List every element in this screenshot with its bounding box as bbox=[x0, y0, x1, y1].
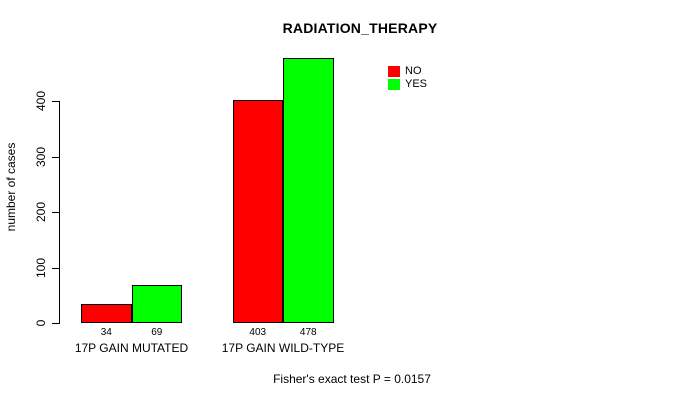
y-tick-mark bbox=[52, 267, 59, 269]
y-tick-label: 400 bbox=[34, 91, 48, 112]
bar-no bbox=[232, 99, 283, 323]
y-tick-label: 100 bbox=[34, 257, 48, 278]
bar-no bbox=[81, 304, 132, 323]
y-tick-mark bbox=[52, 212, 59, 214]
legend-item-no: NO bbox=[388, 65, 427, 77]
bar-value-label: 403 bbox=[249, 327, 267, 338]
legend-swatch-no bbox=[388, 65, 400, 77]
stat-annotation: Fisher's exact test P = 0.0157 bbox=[273, 372, 431, 386]
y-tick-mark bbox=[52, 101, 59, 103]
bar-yes bbox=[131, 284, 182, 323]
bar-value-label: 69 bbox=[151, 327, 163, 338]
y-axis-line bbox=[59, 101, 60, 324]
bar-yes bbox=[283, 58, 334, 323]
bar-value-label: 34 bbox=[100, 327, 112, 338]
y-tick-label: 200 bbox=[34, 202, 48, 223]
legend-label-no: NO bbox=[405, 65, 422, 77]
y-tick-mark bbox=[52, 156, 59, 158]
y-tick-label: 300 bbox=[34, 146, 48, 167]
legend-label-yes: YES bbox=[405, 78, 428, 90]
bar-value-label: 478 bbox=[299, 327, 317, 338]
category-label-mutated: 17P GAIN MUTATED bbox=[74, 341, 189, 355]
y-tick-mark bbox=[52, 323, 59, 324]
legend-item-yes: YES bbox=[388, 78, 427, 90]
legend-swatch-yes bbox=[388, 78, 400, 90]
chart-title: RADIATION_THERAPY bbox=[282, 20, 438, 36]
category-label-wild-type: 17P GAIN WILD-TYPE bbox=[221, 341, 345, 355]
y-tick-label: 0 bbox=[34, 319, 48, 327]
legend: NO YES bbox=[388, 65, 427, 91]
